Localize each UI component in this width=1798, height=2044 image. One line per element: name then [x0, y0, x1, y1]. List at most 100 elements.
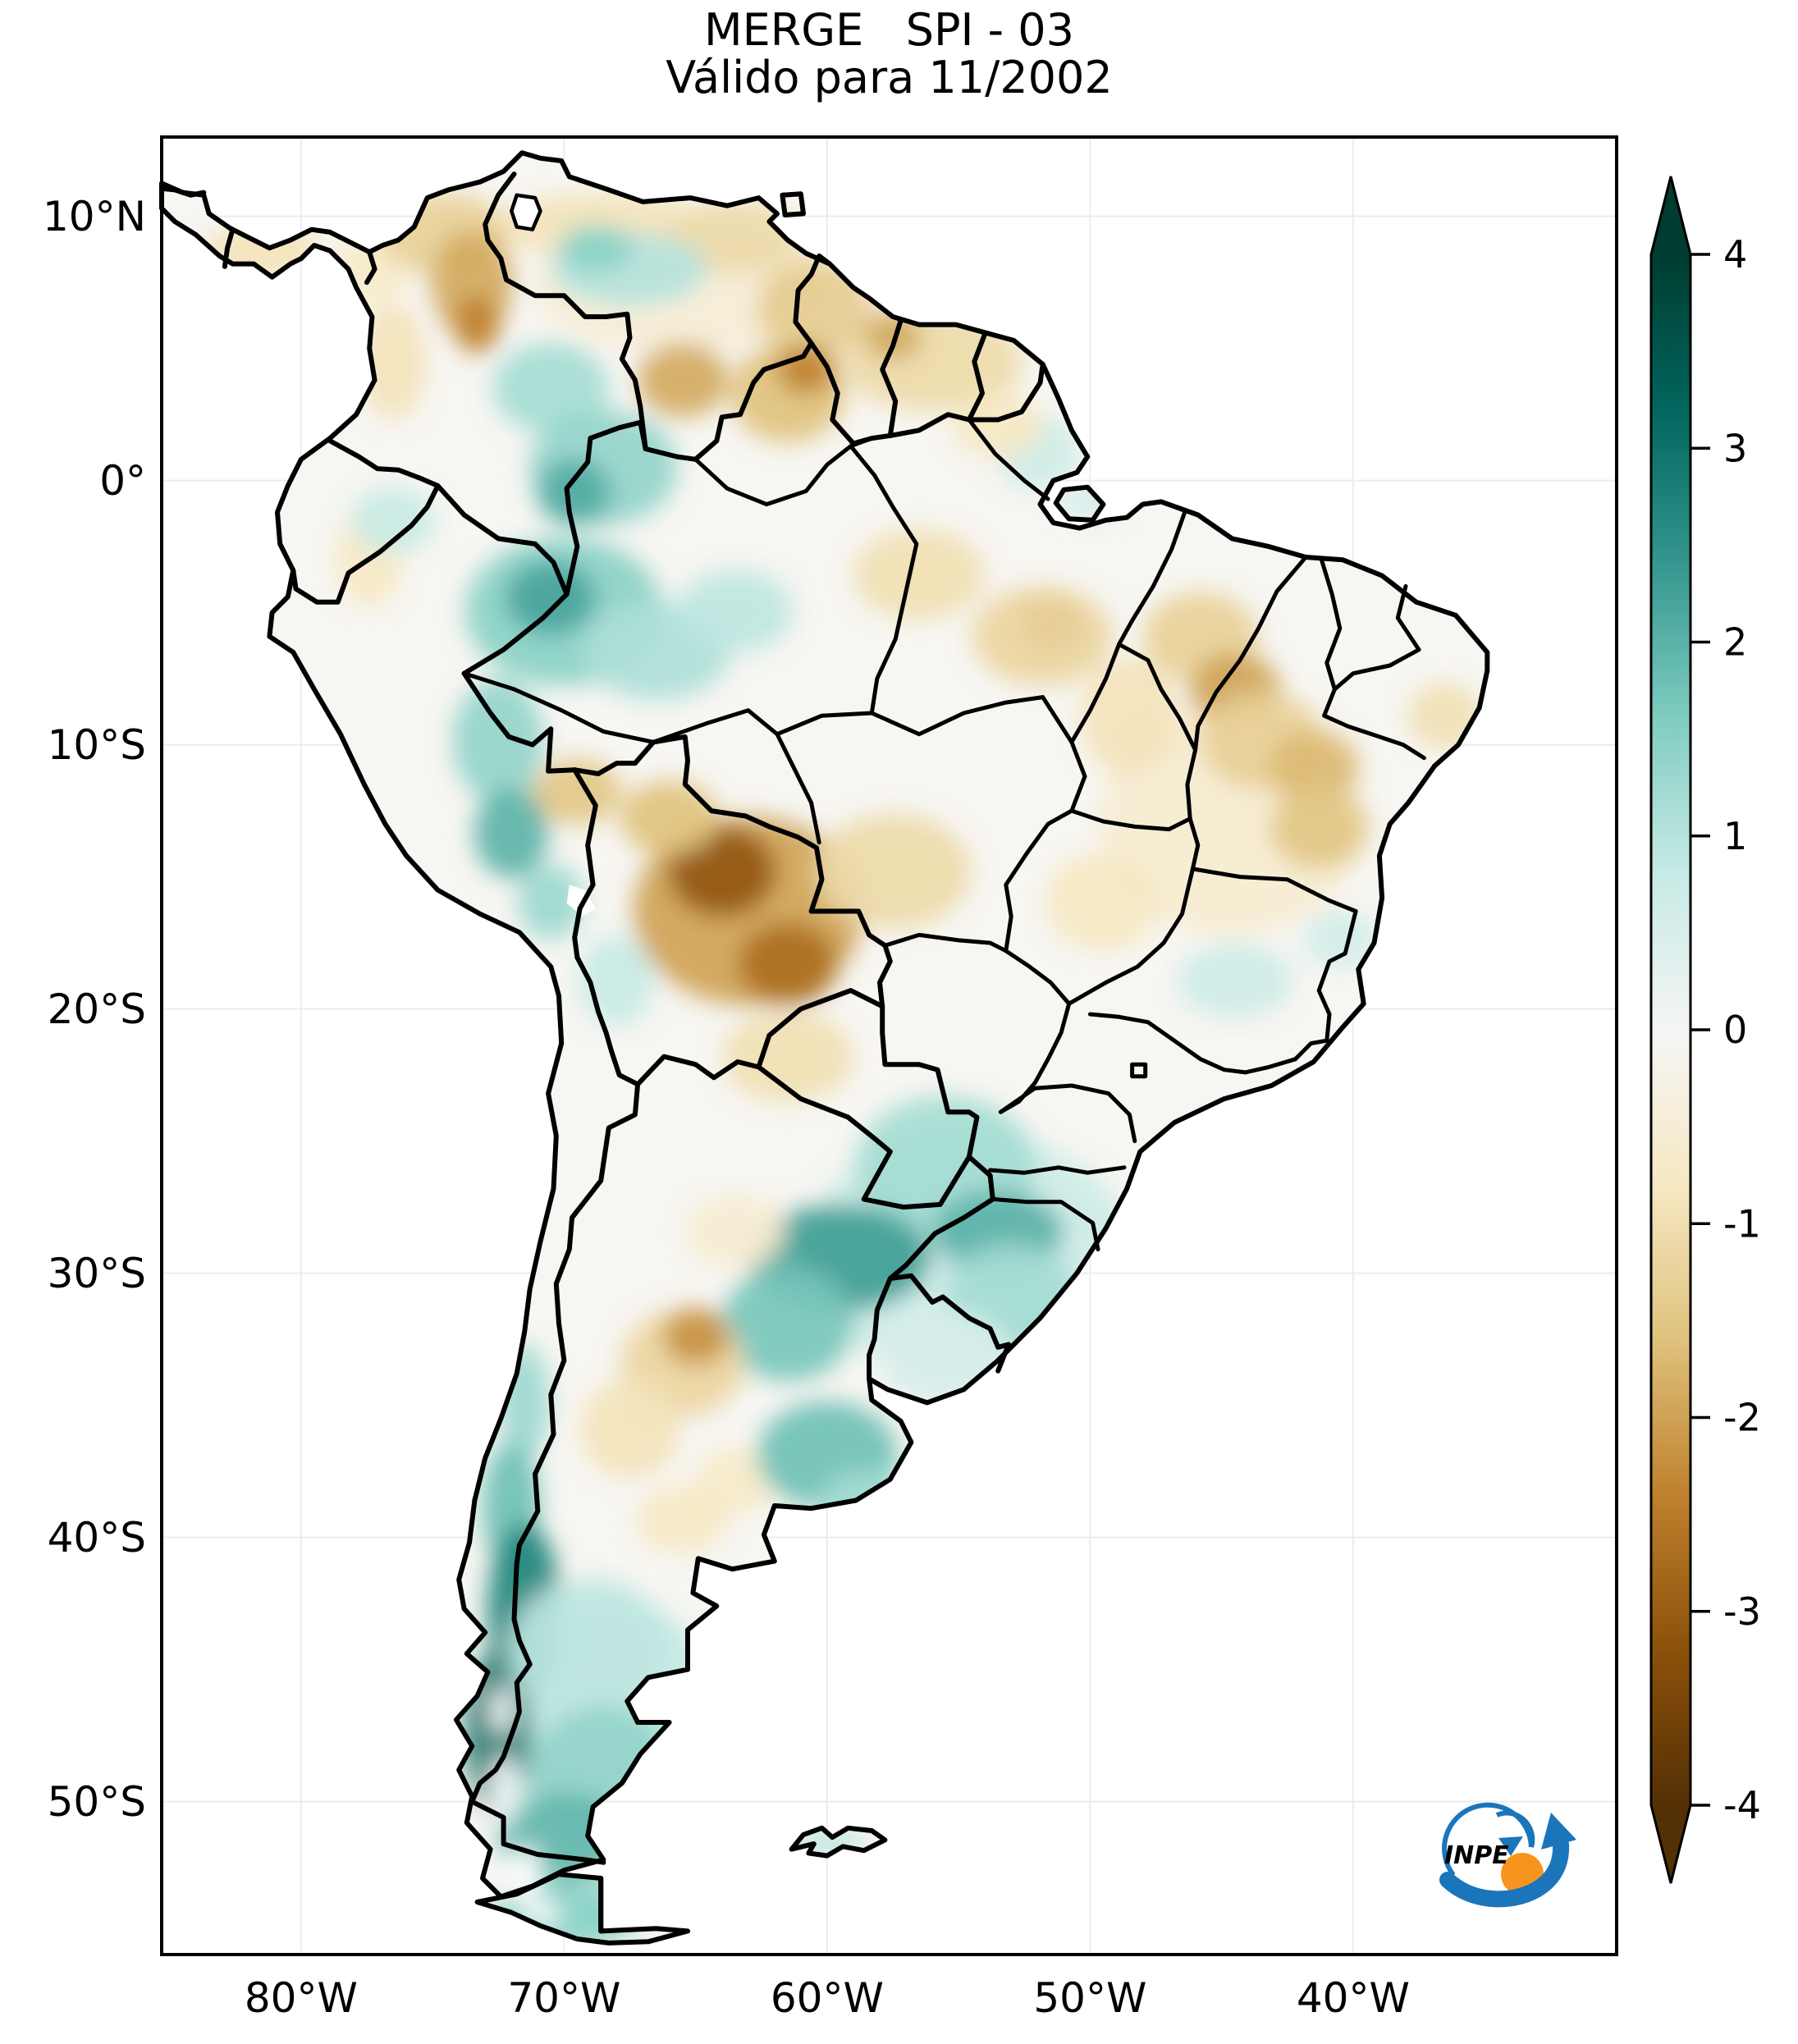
spi-blob	[638, 343, 728, 417]
spi-blob	[453, 679, 543, 803]
spi-raster-field	[162, 153, 1488, 1943]
x-axis-label: 60°W	[770, 1974, 884, 2022]
spi-blobs	[204, 193, 1482, 1943]
state-border	[1117, 642, 1198, 752]
inpe-logo: INPE	[1439, 1802, 1576, 1908]
logo-down-arrowhead	[1498, 1836, 1523, 1856]
country-border	[635, 1054, 762, 1087]
state-border	[1187, 816, 1201, 871]
spi-blob	[1303, 910, 1377, 967]
colorbar-tick-label: 4	[1723, 232, 1747, 277]
country-border	[887, 1154, 995, 1281]
y-axis-label: 10°S	[47, 720, 146, 769]
figure-title: MERGE SPI - 03	[704, 4, 1074, 56]
country-border	[887, 1273, 1011, 1374]
y-axis-label: 10°N	[42, 192, 146, 240]
country-border	[887, 412, 972, 438]
map-frame	[160, 135, 1618, 1956]
state-border	[1069, 642, 1122, 744]
country-border	[364, 249, 377, 286]
spi-blob	[581, 1379, 679, 1478]
logo-swirl-inner	[1495, 1810, 1535, 1848]
falkland-islands	[789, 1825, 888, 1859]
state-borders	[462, 418, 1426, 1252]
spi-blob	[454, 295, 500, 353]
spi-blob	[474, 788, 548, 878]
colorbar-tick-label: -4	[1723, 1783, 1761, 1827]
coastline	[159, 150, 1490, 1946]
country-border	[572, 734, 893, 1009]
spi-blob	[638, 1487, 728, 1552]
spi-blob	[506, 561, 596, 635]
spi-blob	[678, 570, 793, 652]
state-border	[1041, 695, 1074, 744]
country-border	[966, 331, 988, 423]
state-border	[1067, 867, 1195, 1006]
state-border	[1193, 555, 1308, 752]
spi-blob	[972, 587, 1112, 685]
logo-swoosh-arrow	[1439, 1836, 1570, 1908]
state-border	[1004, 808, 1074, 953]
country-border	[327, 438, 441, 488]
state-border	[1243, 1038, 1329, 1075]
marajo-island	[1053, 484, 1106, 523]
spi-blob	[670, 200, 801, 274]
country-border	[435, 483, 570, 597]
y-axis-label: 0°	[99, 456, 146, 505]
spi-blob	[491, 1686, 514, 1735]
mainland-coast	[159, 150, 1490, 1900]
state-border	[1117, 510, 1187, 647]
state-border	[462, 671, 656, 744]
spi-blob	[722, 1012, 853, 1102]
country-border	[966, 361, 1045, 423]
country-border	[867, 1276, 893, 1382]
spi-blob	[815, 814, 971, 929]
country-border	[291, 483, 441, 605]
country-border	[880, 1004, 980, 1159]
logo-up-arrowhead	[1541, 1813, 1576, 1850]
lake-titicaca	[566, 885, 596, 917]
state-border	[1004, 949, 1072, 1006]
spi-blob	[493, 343, 608, 433]
y-axis-label: 30°S	[47, 1249, 146, 1297]
spi-blob	[1269, 730, 1359, 804]
spi-blob	[757, 259, 872, 358]
spi-blob	[1045, 853, 1160, 951]
state-border	[869, 695, 1045, 737]
spi-blob	[722, 1266, 853, 1381]
spi-blob	[1408, 684, 1482, 749]
colorbar-tick-label: -2	[1723, 1396, 1761, 1440]
x-axis-label: 40°W	[1296, 1974, 1410, 2022]
colorbar-tick-label: 0	[1723, 1008, 1747, 1052]
spi-blob	[620, 781, 719, 855]
state-border	[775, 711, 874, 737]
spi-blob	[518, 865, 583, 939]
trinidad-island	[780, 191, 806, 217]
country-border	[564, 419, 648, 597]
state-border	[1130, 1062, 1148, 1079]
spi-blob	[853, 529, 985, 620]
spi-blob	[1178, 944, 1292, 1017]
colorbar-ticks: 4 3 2 1 0 -1 -2 -3 -4	[1690, 232, 1761, 1827]
country-border	[572, 767, 598, 960]
spi-blob	[686, 1195, 785, 1269]
country-border	[574, 954, 641, 1087]
spi-blob	[352, 487, 434, 553]
state-border	[1069, 808, 1192, 832]
x-axis-label: 50°W	[1033, 1974, 1147, 2022]
state-border	[1185, 748, 1198, 821]
colorbar-tick-label: 3	[1723, 426, 1747, 470]
logo-swirl-outer	[1442, 1802, 1534, 1877]
country-border	[461, 592, 570, 676]
spi-blob	[360, 304, 426, 419]
state-border	[1069, 739, 1087, 813]
tierra-del-fuego	[474, 1872, 690, 1946]
country-border	[469, 1081, 641, 1865]
country-borders	[159, 171, 1045, 1934]
colorbar	[1649, 176, 1692, 1884]
y-axis-label: 40°S	[47, 1513, 146, 1562]
country-border	[808, 341, 893, 446]
colorbar-tick-label: 1	[1723, 814, 1747, 858]
state-border	[998, 1083, 1137, 1144]
